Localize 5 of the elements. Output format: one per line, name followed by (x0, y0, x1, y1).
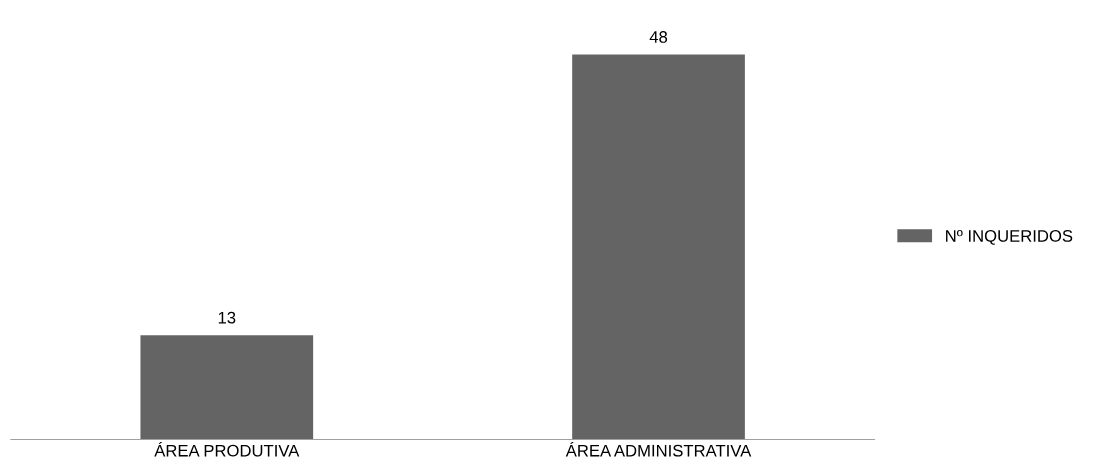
x-tick-label: ÁREA PRODUTIVA (154, 441, 300, 457)
legend-label: Nº INQUERIDOS (946, 230, 1073, 245)
data-label: 48 (649, 31, 668, 43)
x-tick-label: ÁREA ADMINISTRATIVA (565, 441, 752, 457)
data-label: 13 (218, 311, 236, 324)
